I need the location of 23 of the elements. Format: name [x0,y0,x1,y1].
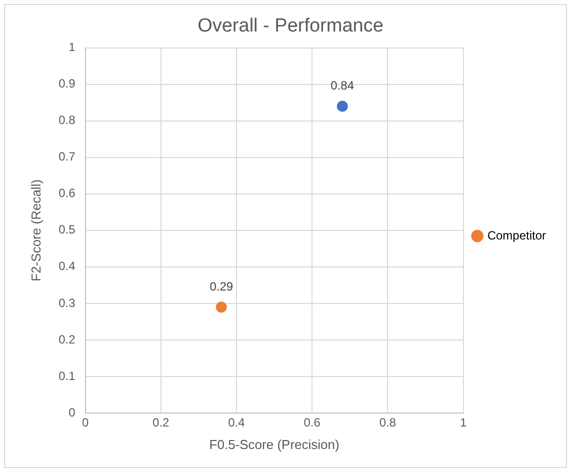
data-label: 0.84 [330,78,354,93]
y-tick-label: 0.1 [58,368,76,383]
x-axis-title: F0.5-Score (Precision) [209,436,340,452]
legend-label: Competitor [487,228,546,242]
y-tick-label: 0 [68,405,76,420]
y-tick-label: 0.5 [58,222,76,237]
y-tick-label: 0.6 [58,186,76,200]
x-tick-label: 1 [460,416,467,430]
chart-title: Overall - Performance [198,16,384,37]
x-tick-label: 0.6 [304,416,321,430]
data-label: 0.29 [210,279,234,294]
y-tick-label: 0.9 [58,76,76,91]
x-tick-label: 0.2 [152,416,170,430]
y-tick-label: 0.7 [58,150,76,164]
y-tick-label: 0.8 [58,113,76,128]
x-tick-label: 0 [82,416,89,430]
y-axis-title: F2-Score (Recall) [28,179,44,282]
y-tick-label: 0.2 [58,332,76,346]
x-tick-label: 0.4 [228,416,246,430]
x-tick-label: 0.8 [379,416,396,430]
y-tick-label: 0.3 [58,296,76,310]
y-tick-label: 0.4 [58,259,76,274]
y-tick-label: 1 [68,40,76,54]
